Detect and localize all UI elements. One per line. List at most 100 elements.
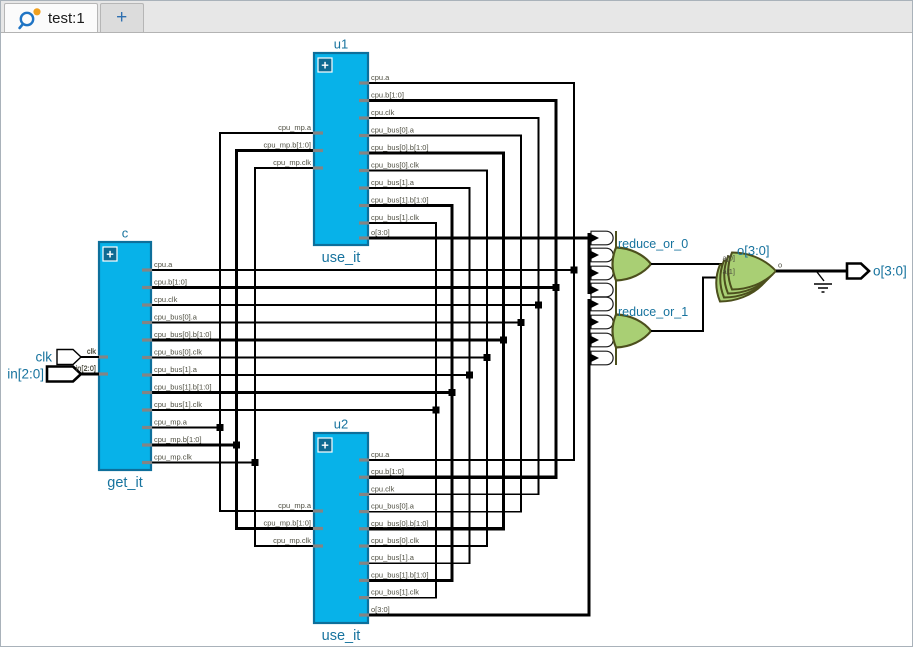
pin-label: cpu.b[1:0] bbox=[371, 467, 404, 476]
plus-icon: + bbox=[116, 7, 128, 28]
pin-label: cpu_bus[0].b[1:0] bbox=[371, 519, 429, 528]
gate-pin-label: o bbox=[778, 261, 782, 270]
gate-input-bay bbox=[590, 350, 614, 366]
pin-nub bbox=[313, 166, 323, 170]
pin-label: cpu_bus[0].b[1:0] bbox=[154, 330, 212, 339]
pin-nub bbox=[359, 561, 369, 565]
pin-label: cpu.clk bbox=[154, 295, 178, 304]
pin-label: cpu_bus[1].b[1:0] bbox=[154, 383, 212, 392]
pin-label: cpu_mp.b[1:0] bbox=[263, 141, 311, 150]
gate-output_or_array[interactable] bbox=[727, 251, 778, 291]
pin-label: cpu_bus[1].a bbox=[371, 178, 415, 187]
pin-nub bbox=[359, 527, 369, 531]
wire-junction bbox=[448, 389, 456, 396]
pin-label: clk bbox=[87, 347, 96, 356]
pin-label: in[2:0] bbox=[76, 364, 96, 373]
input-arrow-icon bbox=[590, 299, 599, 309]
gate-label-output_or_array: o[3:0] bbox=[737, 243, 770, 258]
pin-nub bbox=[142, 373, 152, 377]
block-title-u2: u2 bbox=[334, 417, 348, 432]
gate-pin-label: a[1] bbox=[722, 267, 735, 276]
pin-nub bbox=[142, 320, 152, 325]
pin-nub bbox=[313, 526, 323, 531]
pin-label: cpu.a bbox=[154, 260, 173, 269]
pin-label: cpu.clk bbox=[371, 484, 395, 493]
pin-nub bbox=[142, 303, 152, 307]
pin-nub bbox=[359, 492, 369, 496]
schematic-svg[interactable]: reduce_or_0 reduce_or_1 o[3:0]a[0] a[1] o + cp… bbox=[1, 33, 910, 645]
port-clk[interactable] bbox=[56, 348, 83, 366]
input-arrow-icon bbox=[590, 268, 599, 278]
schematic-canvas[interactable]: reduce_or_0 reduce_or_1 o[3:0] a[0] a[1] o + cp… bbox=[1, 33, 912, 646]
pin-label: cpu.a bbox=[371, 73, 390, 82]
pin-label: cpu_bus[0].clk bbox=[371, 161, 419, 170]
port-o[3:0][interactable] bbox=[845, 262, 871, 280]
net-u2-o bbox=[368, 359, 591, 617]
pin-label: cpu.b[1:0] bbox=[154, 278, 187, 287]
wire-junction bbox=[552, 284, 560, 291]
wire-junction bbox=[500, 336, 507, 344]
pin-nub bbox=[142, 443, 152, 447]
expand-button-u2[interactable] bbox=[317, 437, 333, 453]
pin-label: cpu_mp.a bbox=[278, 501, 312, 510]
pin-nub bbox=[359, 236, 369, 240]
pin-nub bbox=[98, 372, 108, 376]
expand-plus-icon: + bbox=[321, 58, 329, 73]
wire-junction bbox=[216, 424, 224, 431]
pin-nub bbox=[142, 460, 152, 465]
gate-reduce_or_0[interactable] bbox=[611, 246, 653, 282]
pin-label: cpu.b[1:0] bbox=[371, 91, 404, 100]
pin-nub bbox=[142, 285, 152, 290]
pin-nub bbox=[359, 186, 369, 190]
pin-nub bbox=[359, 203, 369, 208]
pin-nub bbox=[359, 458, 369, 462]
gate-input-bay bbox=[590, 230, 614, 246]
gate-input-bay bbox=[590, 296, 614, 312]
expand-plus-icon: + bbox=[321, 438, 329, 453]
pin-nub bbox=[359, 151, 369, 155]
new-tab-button[interactable]: + bbox=[99, 3, 144, 32]
pin-label: cpu_bus[1].clk bbox=[371, 213, 419, 222]
gate-pin-label: a[0] bbox=[722, 254, 735, 263]
pin-label: cpu_mp.a bbox=[278, 123, 312, 132]
tab-label: test:1 bbox=[48, 9, 85, 27]
pin-label: in[2:0] bbox=[76, 364, 96, 373]
pin-nub bbox=[359, 475, 369, 479]
input-arrow-icon bbox=[590, 233, 599, 243]
tab-test1[interactable]: test:1 bbox=[4, 3, 98, 32]
wire-junction bbox=[432, 406, 440, 414]
gate-label-reduce_or_0: reduce_or_0 bbox=[618, 237, 688, 251]
expand-button-c[interactable] bbox=[102, 246, 118, 262]
block-module-u2: use_it bbox=[322, 628, 361, 644]
pin-label: cpu_mp.a bbox=[154, 418, 188, 427]
pin-label: clk bbox=[87, 347, 96, 356]
net-cpu_bus[0].a bbox=[368, 134, 522, 513]
gate-label-reduce_or_1: reduce_or_1 bbox=[618, 305, 688, 319]
pin-label: cpu_mp.b[1:0] bbox=[154, 435, 202, 444]
pin-label: cpu_mp.clk bbox=[273, 158, 311, 167]
block-module-c: get_it bbox=[107, 475, 142, 491]
pin-nub bbox=[142, 408, 152, 412]
pin-nub bbox=[359, 613, 369, 617]
block-module-u1: use_it bbox=[322, 250, 361, 266]
pin-nub bbox=[359, 98, 369, 103]
input-arrow-icon bbox=[590, 250, 599, 260]
wire-junction bbox=[535, 301, 542, 309]
pin-nub bbox=[142, 425, 152, 430]
pin-nub bbox=[359, 81, 369, 85]
pin-label: cpu_bus[1].b[1:0] bbox=[371, 570, 429, 579]
port-in[2:0][interactable] bbox=[45, 365, 83, 383]
wire-junction bbox=[517, 319, 525, 326]
pin-nub bbox=[142, 268, 152, 272]
net-cpu_mp.b[1:0] bbox=[234, 148, 314, 531]
net-cpu_mp.clk bbox=[254, 167, 314, 547]
input-arrow-icon bbox=[590, 285, 599, 295]
wire-junction bbox=[466, 371, 473, 379]
input-arrow-icon bbox=[590, 317, 599, 327]
app-icon bbox=[17, 6, 41, 31]
pin-nub bbox=[359, 221, 369, 225]
gate-reduce_or_1[interactable] bbox=[611, 313, 653, 349]
block-title-u1: u1 bbox=[334, 37, 348, 52]
expand-button-u1[interactable] bbox=[317, 57, 333, 73]
